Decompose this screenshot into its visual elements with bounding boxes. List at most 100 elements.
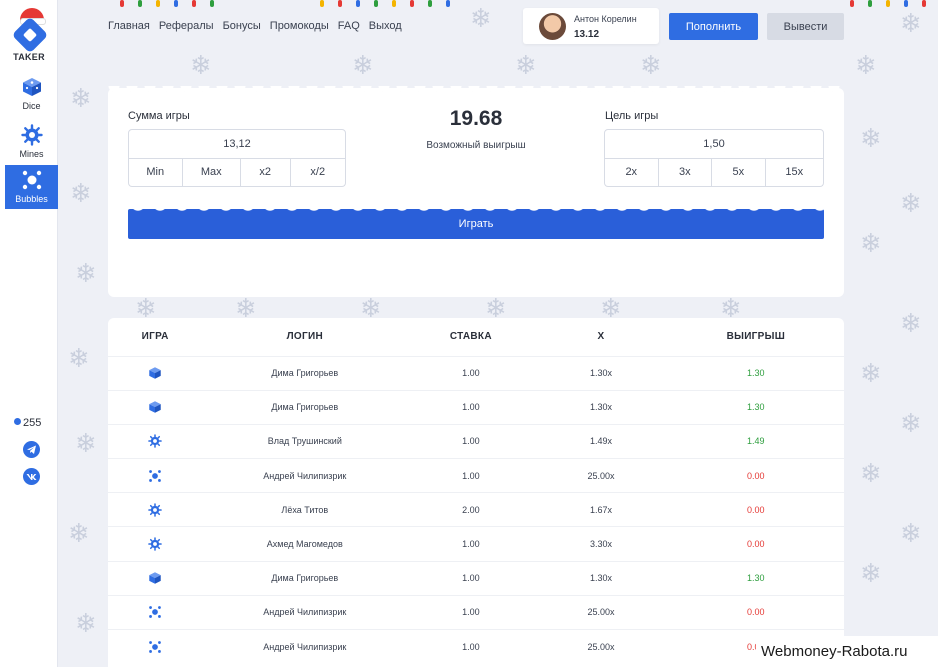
bet-cell: 1.00 bbox=[407, 560, 535, 596]
bet-modifiers: Min Max x2 x/2 bbox=[128, 159, 346, 187]
bubbles-icon bbox=[149, 606, 161, 619]
dice-icon bbox=[149, 572, 161, 584]
x-cell: 1.30x bbox=[534, 355, 668, 391]
mine-icon bbox=[148, 537, 162, 551]
top-navigation: Главная Рефералы Бонусы Промокоды FAQ Вы… bbox=[108, 20, 402, 32]
play-button-label: Играть bbox=[458, 218, 494, 230]
login-cell: Лёха Титов bbox=[202, 492, 408, 527]
x-cell: 1.67x bbox=[534, 492, 668, 527]
game-cell bbox=[108, 628, 203, 664]
game-cell bbox=[108, 423, 203, 459]
play-button[interactable]: Играть bbox=[128, 209, 824, 239]
goal-presets: 2x 3x 5x 15x bbox=[604, 159, 824, 187]
mine-icon bbox=[20, 124, 43, 146]
bet-cell: 1.00 bbox=[407, 628, 535, 664]
dice-icon bbox=[22, 78, 41, 96]
bet-cell: 1.00 bbox=[407, 458, 535, 493]
sidebar-item-bubbles[interactable]: Bubbles bbox=[5, 165, 58, 209]
sidebar-item-mines[interactable]: Mines bbox=[5, 120, 58, 164]
login-cell: Андрей Чилипизрик bbox=[202, 628, 408, 664]
goal-3x-button[interactable]: 3x bbox=[659, 159, 713, 186]
login-cell: Андрей Чилипизрик bbox=[202, 594, 408, 630]
x-cell: 1.49x bbox=[534, 423, 668, 459]
goal-15x-button[interactable]: 15x bbox=[785, 166, 804, 178]
garland-decoration bbox=[120, 0, 938, 10]
bet-label: Сумма игры bbox=[128, 110, 190, 122]
online-dot-icon bbox=[14, 418, 21, 425]
bet-cell: 1.00 bbox=[407, 594, 535, 630]
game-cell bbox=[108, 458, 203, 493]
nav-link-referrals[interactable]: Рефералы bbox=[158, 20, 214, 32]
bet-cell: 1.00 bbox=[407, 526, 535, 562]
mine-icon bbox=[148, 434, 162, 449]
column-bet: СТАВКА bbox=[449, 331, 492, 343]
table-row: Дима Григорьев 1.00 1.30x 1.30 bbox=[108, 560, 844, 596]
sidebar-item-label: Bubbles bbox=[15, 194, 48, 204]
brand-name: TAKER bbox=[13, 52, 45, 62]
win-cell: 1.30 bbox=[667, 560, 844, 596]
vk-icon[interactable] bbox=[23, 468, 40, 485]
bet-min-button[interactable]: Min bbox=[129, 159, 183, 186]
bet-half-button[interactable]: x/2 bbox=[310, 166, 326, 178]
withdraw-button[interactable]: Вывести bbox=[767, 13, 844, 40]
login-cell: Ахмед Магомедов bbox=[202, 526, 408, 562]
table-row: Лёха Титов 2.00 1.67x 0.00 bbox=[108, 492, 844, 527]
goal-label: Цель игры bbox=[605, 110, 659, 122]
goal-2x-button[interactable]: 2x bbox=[605, 159, 659, 186]
telegram-icon[interactable] bbox=[23, 441, 40, 458]
bubbles-icon bbox=[22, 170, 41, 190]
game-history: ИГРА ЛОГИН СТАВКА X ВЫИГРЫШ Дима Григорь… bbox=[108, 318, 844, 667]
nav-link-faq[interactable]: FAQ bbox=[337, 20, 360, 32]
game-cell bbox=[108, 594, 203, 630]
sidebar: TAKER Dice Mines Bubbles 255 bbox=[0, 0, 58, 667]
nav-link-logout[interactable]: Выход bbox=[368, 20, 402, 32]
win-cell: 1.30 bbox=[667, 355, 844, 391]
game-panel: Сумма игры 13,12 Min Max x2 x/2 19.68 Во… bbox=[108, 86, 844, 297]
game-cell bbox=[108, 526, 203, 562]
login-cell: Дима Григорьев bbox=[202, 355, 408, 391]
history-table: ИГРА ЛОГИН СТАВКА X ВЫИГРЫШ Дима Григорь… bbox=[108, 318, 844, 664]
bet-cell: 1.00 bbox=[407, 355, 535, 391]
column-win: ВЫИГРЫШ bbox=[726, 331, 786, 343]
win-cell: 0.00 bbox=[667, 458, 844, 493]
login-cell: Дима Григорьев bbox=[202, 389, 408, 425]
goal-input[interactable]: 1,50 bbox=[604, 129, 824, 159]
bubbles-icon bbox=[149, 469, 161, 482]
column-x: X bbox=[597, 331, 605, 343]
user-profile[interactable]: Антон Корелин 13.12 bbox=[523, 8, 659, 44]
nav-link-home[interactable]: Главная bbox=[108, 20, 150, 32]
bet-cell: 1.00 bbox=[407, 423, 535, 459]
login-cell: Дима Григорьев bbox=[202, 560, 408, 596]
online-count: 255 bbox=[23, 417, 42, 429]
mine-icon bbox=[148, 503, 162, 517]
history-header: ИГРА ЛОГИН СТАВКА X ВЫИГРЫШ bbox=[108, 318, 844, 356]
online-counter: 255 bbox=[14, 417, 41, 429]
game-cell bbox=[108, 560, 203, 596]
bet-max-button[interactable]: Max bbox=[183, 159, 241, 186]
game-cell bbox=[108, 492, 203, 527]
user-balance: 13.12 bbox=[574, 29, 600, 40]
table-row: Ахмед Магомедов 1.00 3.30x 0.00 bbox=[108, 526, 844, 562]
deposit-button[interactable]: Пополнить bbox=[669, 13, 758, 40]
nav-link-bonuses[interactable]: Бонусы bbox=[222, 20, 261, 32]
x-cell: 25.00x bbox=[534, 458, 668, 493]
column-login: ЛОГИН bbox=[286, 331, 323, 343]
win-cell: 0.00 bbox=[667, 594, 844, 630]
avatar bbox=[539, 13, 566, 40]
goal-5x-button[interactable]: 5x bbox=[712, 159, 766, 186]
bet-cell: 1.00 bbox=[407, 389, 535, 425]
bet-double-button[interactable]: x2 bbox=[241, 159, 291, 186]
x-cell: 3.30x bbox=[534, 526, 668, 562]
watermark: Webmoney-Rabota.ru bbox=[756, 636, 938, 667]
possible-win-value: 19.68 bbox=[449, 107, 503, 130]
x-cell: 1.30x bbox=[534, 389, 668, 425]
bet-cell: 2.00 bbox=[407, 492, 535, 527]
bet-input[interactable]: 13,12 bbox=[128, 129, 346, 159]
nav-link-promocodes[interactable]: Промокоды bbox=[269, 20, 329, 32]
sidebar-item-dice[interactable]: Dice bbox=[5, 72, 58, 116]
x-cell: 25.00x bbox=[534, 594, 668, 630]
dice-icon bbox=[149, 401, 161, 414]
dice-icon bbox=[149, 367, 161, 379]
win-cell: 1.30 bbox=[667, 389, 844, 425]
